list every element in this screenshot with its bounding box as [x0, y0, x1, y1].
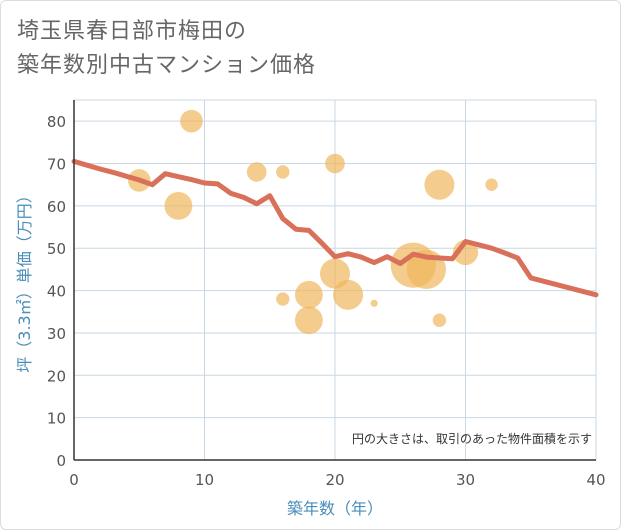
chart-title-line-1: 埼玉県春日部市梅田の	[17, 19, 248, 44]
x-axis-label: 築年数（年）	[287, 499, 383, 518]
bubble-point	[333, 279, 364, 310]
bubble-point	[485, 178, 498, 191]
y-tick-label: 50	[47, 240, 66, 258]
bubble-point	[164, 191, 193, 220]
y-tick-label: 30	[47, 325, 66, 343]
bubble-point	[295, 306, 323, 335]
bubble-point	[370, 299, 378, 307]
y-tick-label: 80	[47, 113, 66, 131]
bubble-point	[432, 313, 447, 327]
bubble-point	[276, 292, 290, 306]
bubble-point	[246, 162, 267, 182]
y-axis-label: 坪（3.3㎡）単価（万円）	[15, 187, 34, 372]
x-tick-label: 30	[456, 471, 475, 489]
y-tick-label: 20	[47, 367, 66, 385]
y-tick-label: 0	[56, 452, 66, 470]
bubble-point	[276, 165, 290, 179]
axes	[73, 100, 596, 461]
bubble-point	[295, 280, 323, 309]
y-tick-label: 40	[47, 283, 66, 301]
bubble-point	[325, 153, 345, 174]
chart-title: 埼玉県春日部市梅田の 築年数別中古マンション価格	[17, 15, 316, 83]
bubble-point	[424, 169, 455, 200]
bubble-size-note: 円の大きさは、取引のあった物件面積を示す	[352, 431, 592, 446]
average-price-line	[71, 158, 599, 298]
tick-labels: 0 10 20 30 40 50 60 70 80 0 10 20 30 40	[47, 113, 606, 489]
x-tick-label: 40	[586, 471, 605, 489]
y-tick-label: 10	[47, 410, 66, 428]
y-tick-label: 70	[47, 156, 66, 174]
x-tick-label: 0	[69, 471, 79, 489]
transaction-bubbles	[127, 109, 498, 335]
x-tick-label: 10	[195, 471, 214, 489]
bubble-point	[180, 109, 203, 133]
series-line	[71, 158, 599, 298]
x-tick-label: 20	[325, 471, 344, 489]
chart-title-line-2: 築年数別中古マンション価格	[17, 53, 317, 78]
y-tick-label: 60	[47, 198, 66, 216]
